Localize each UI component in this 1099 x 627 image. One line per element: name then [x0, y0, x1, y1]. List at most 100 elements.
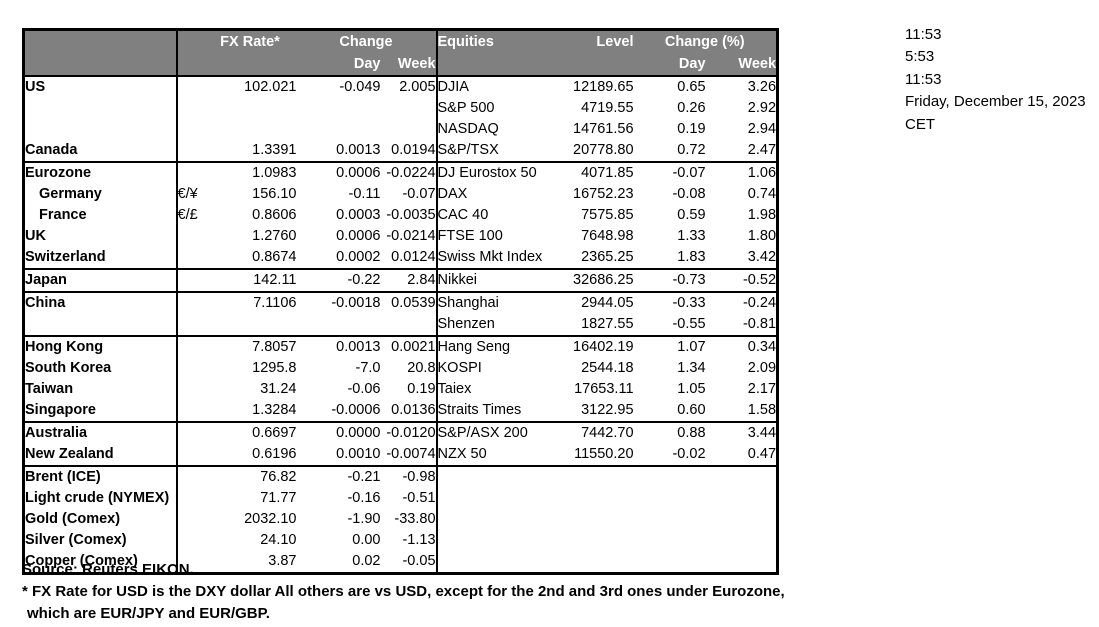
equity-change-day: -0.73: [633, 268, 706, 292]
equity-level: 20778.80: [573, 142, 634, 158]
header-fx-rate: FX Rate*: [203, 29, 297, 53]
equity-change-day: -0.07: [633, 161, 706, 184]
equity-level: 4071.85: [546, 161, 634, 184]
timezone-label: CET: [905, 115, 935, 133]
fx-rate: [204, 119, 297, 140]
fx-rate: 71.77: [260, 490, 297, 506]
header-blank: [435, 53, 547, 77]
equity-name: Hang Seng: [435, 335, 547, 358]
table-row: NASDAQ 14761.56 0.19 2.94: [23, 119, 778, 140]
fx-change-day: -1.90: [347, 511, 381, 527]
date-line: Friday, December 15, 2023: [905, 93, 1086, 111]
fx-rate: [204, 314, 297, 336]
equity-name: KOSPI: [435, 358, 547, 379]
table-row: Brent (ICE) 76.82 -0.21 -0.98: [23, 465, 778, 488]
equity-level: 4719.55: [581, 100, 634, 116]
equity-name: Straits Times: [435, 400, 547, 422]
timestamp-block: 11:53 5:53 11:53 Friday, December 15, 20…: [905, 24, 1086, 136]
fx-change-week: -0.0035: [386, 207, 436, 223]
source-line: Source: Reuters EIKON.: [22, 561, 194, 578]
pair-label: [177, 140, 204, 162]
equity-name: S&P/TSX: [435, 140, 547, 162]
fx-change-week: 0.19: [407, 381, 436, 397]
fx-change-week: 2.005: [399, 79, 436, 95]
region-name: South Korea: [23, 358, 178, 379]
fx-change-day: 0.0010: [336, 446, 381, 462]
equity-change-day: 0.88: [633, 421, 706, 444]
region-name: US: [23, 76, 178, 98]
table-row: France €/£ 0.8606 0.0003 -0.0035 CAC 40 7575.8…: [23, 205, 778, 226]
fx-change-day: 0.0003: [336, 207, 381, 223]
fx-change-week: -0.0214: [386, 228, 436, 244]
equity-change-week: [706, 509, 778, 530]
fx-rate: 0.8674: [252, 249, 297, 265]
pair-label: [177, 488, 204, 509]
header-blank: [203, 53, 297, 77]
equity-level: [546, 465, 634, 488]
fx-change-day: [297, 98, 381, 119]
equity-level: 7442.70: [546, 421, 634, 444]
fx-rate: 31.24: [260, 381, 297, 397]
equity-level: 2544.18: [581, 360, 634, 376]
region-name: Switzerland: [23, 247, 178, 269]
pair-label: [177, 314, 204, 336]
equity-change-day: -0.33: [633, 291, 706, 314]
equity-change-week: 2.47: [747, 142, 777, 158]
equity-name: Nikkei: [435, 268, 547, 292]
equity-level: [547, 530, 634, 551]
equity-name: Shenzen: [435, 314, 547, 336]
header-equities: Equities: [435, 29, 547, 53]
fx-rate: 7.1106: [203, 291, 297, 314]
table-row: Taiwan 31.24 -0.06 0.19 Taiex 17653.11 1.05 2.1…: [23, 379, 778, 400]
fx-rate: 2032.10: [244, 511, 297, 527]
equity-change-week: 2.92: [747, 100, 777, 116]
header-eq-week: Week: [705, 53, 778, 77]
equity-level: 16402.19: [546, 335, 634, 358]
fx-rate: 1.2760: [252, 228, 297, 244]
fx-change-day: -0.0006: [331, 402, 381, 418]
fx-change-day: 0.0006: [336, 228, 381, 244]
equity-change-day: -0.08: [672, 186, 706, 202]
equity-level: 3122.95: [581, 402, 634, 418]
header-fx-day: Day: [296, 53, 381, 77]
fx-change-day: -0.06: [347, 381, 381, 397]
equity-change-day: [634, 509, 706, 530]
pair-label: €/£: [177, 207, 198, 223]
equity-name: S&P 500: [435, 98, 547, 119]
fx-rate: 0.8606: [252, 207, 297, 223]
equity-change-week: [706, 488, 778, 509]
fx-change-day: [297, 314, 381, 336]
header-change: Change: [296, 29, 437, 53]
equity-name: Shanghai: [435, 291, 547, 314]
region-name: Gold (Comex): [23, 509, 178, 530]
table-row: Eurozone 1.0983 0.0006 -0.0224 DJ Eurostox 5…: [23, 161, 778, 184]
pair-label: [177, 76, 204, 98]
equity-name: NZX 50: [435, 444, 547, 466]
table-row: Hong Kong 7.8057 0.0013 0.0021 Hang Seng 1640…: [23, 335, 778, 358]
fx-change-week: -1.13: [402, 532, 436, 548]
table-row: Germany €/¥ 156.10 -0.11 -0.07 DAX 16752.23 -0.…: [23, 184, 778, 205]
fx-change-week: 0.0136: [391, 402, 436, 418]
equity-change-week: 3.44: [705, 421, 778, 444]
region-name: Singapore: [23, 400, 178, 422]
fx-change-day: -0.11: [348, 186, 381, 202]
equity-name: DAX: [435, 184, 547, 205]
equity-change-week: -0.24: [705, 291, 778, 314]
time-2: 5:53: [905, 48, 935, 66]
equity-change-day: 1.33: [677, 228, 706, 244]
header-blank: [23, 53, 178, 77]
region-name: Silver (Comex): [23, 530, 178, 551]
table-row: Copper (Comex) 3.87 0.02 -0.05: [23, 551, 778, 574]
pair-label: [176, 421, 204, 444]
header-blank: [176, 53, 204, 77]
fx-rate: 1295.8: [252, 360, 297, 376]
fx-rate: 1.0983: [203, 161, 297, 184]
equity-level: 16752.23: [573, 186, 634, 202]
fx-change-week: 2.84: [380, 268, 437, 292]
fx-change-day: 0.0013: [336, 142, 381, 158]
equity-change-day: 0.60: [677, 402, 706, 418]
equity-name: Taiex: [435, 379, 547, 400]
region-name: [23, 314, 178, 336]
pair-label: [177, 379, 204, 400]
